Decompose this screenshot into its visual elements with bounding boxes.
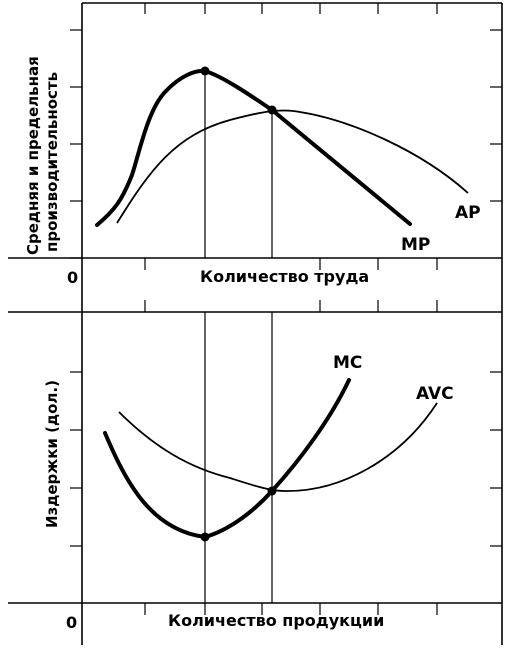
mp-curve [95, 68, 412, 227]
bottom-y-axis-label: Издержки (дол.) [43, 380, 61, 528]
ap-curve-label: AP [455, 203, 481, 223]
top-panel-top-ticks [144, 3, 438, 14]
ap-mp-intersection-point [267, 105, 277, 115]
bottom-panel-x-ticks [144, 603, 438, 615]
top-y-axis-label-line2: производительность [43, 72, 61, 252]
top-panel: AP MP 0 Количество труда Средняя и преде… [8, 2, 503, 310]
mc-minimum-point [200, 532, 210, 542]
avc-curve [118, 402, 438, 492]
bottom-panel-top-ticks [144, 300, 438, 312]
mc-curve [103, 378, 351, 540]
top-panel-right-ticks [490, 29, 502, 202]
mc-curve-label: MC [333, 353, 362, 373]
bottom-panel: MC AVC 0 Количество продукции Издержки (… [8, 300, 503, 645]
top-origin-label: 0 [67, 268, 78, 287]
bottom-origin-label: 0 [66, 613, 77, 632]
bottom-panel-right-ticks [490, 371, 502, 547]
top-panel-x-ticks [144, 258, 438, 270]
bottom-panel-y-ticks [70, 371, 82, 547]
mc-avc-intersection-point [267, 486, 277, 496]
top-x-axis-label: Количество труда [200, 267, 369, 286]
bottom-x-axis-label: Количество продукции [168, 611, 384, 630]
mp-curve-label: MP [401, 235, 430, 255]
top-y-axis-label-line1: Средняя и предельная [24, 56, 42, 255]
avc-curve-label: AVC [416, 384, 454, 404]
mp-maximum-point [200, 66, 210, 76]
top-panel-y-ticks [70, 29, 82, 259]
